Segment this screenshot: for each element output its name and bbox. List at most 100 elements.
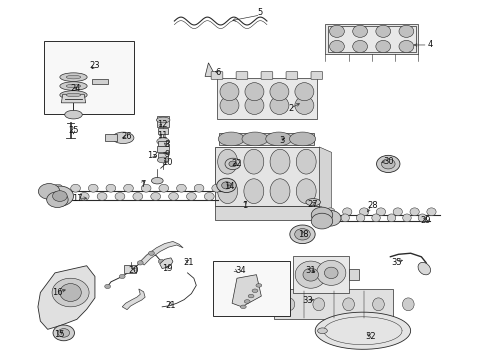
Polygon shape (160, 258, 173, 269)
Ellipse shape (295, 83, 314, 101)
Text: 7: 7 (140, 180, 146, 189)
Ellipse shape (187, 193, 196, 201)
Ellipse shape (387, 214, 396, 222)
Ellipse shape (65, 111, 82, 119)
FancyBboxPatch shape (286, 72, 298, 80)
Ellipse shape (97, 193, 107, 201)
Ellipse shape (252, 289, 258, 293)
Ellipse shape (343, 298, 354, 311)
Text: 33: 33 (302, 296, 313, 305)
Ellipse shape (218, 149, 238, 174)
Ellipse shape (330, 40, 344, 53)
Ellipse shape (290, 225, 315, 244)
Ellipse shape (88, 184, 98, 192)
Ellipse shape (176, 184, 186, 192)
Ellipse shape (296, 149, 316, 174)
Ellipse shape (157, 138, 170, 145)
Text: 12: 12 (157, 120, 168, 129)
Ellipse shape (399, 40, 414, 53)
FancyBboxPatch shape (211, 72, 223, 80)
Ellipse shape (245, 300, 250, 303)
Ellipse shape (58, 329, 70, 337)
Ellipse shape (324, 267, 338, 279)
Ellipse shape (105, 284, 111, 289)
Ellipse shape (311, 213, 333, 229)
Ellipse shape (157, 157, 169, 163)
Ellipse shape (330, 25, 344, 37)
Text: 16: 16 (52, 288, 63, 297)
Ellipse shape (218, 179, 238, 203)
Ellipse shape (225, 158, 241, 170)
Text: 26: 26 (122, 132, 132, 141)
Text: 11: 11 (157, 131, 168, 140)
Ellipse shape (372, 214, 380, 222)
Ellipse shape (427, 208, 436, 216)
Ellipse shape (393, 208, 402, 216)
Ellipse shape (79, 193, 89, 201)
Bar (105, 134, 117, 141)
Ellipse shape (248, 294, 254, 298)
Ellipse shape (204, 193, 214, 201)
Ellipse shape (53, 184, 63, 192)
Ellipse shape (353, 25, 368, 37)
Polygon shape (205, 63, 216, 76)
Text: 1: 1 (243, 201, 247, 210)
Ellipse shape (295, 96, 314, 114)
Bar (293, 256, 348, 293)
Bar (44, 41, 134, 114)
Ellipse shape (376, 156, 400, 172)
Polygon shape (122, 289, 145, 310)
Polygon shape (232, 275, 261, 307)
Text: 2: 2 (289, 104, 294, 113)
Ellipse shape (270, 96, 289, 114)
Ellipse shape (403, 214, 411, 222)
Text: 31: 31 (305, 266, 316, 275)
Text: 27: 27 (307, 200, 318, 209)
Ellipse shape (270, 149, 290, 174)
Text: 4: 4 (427, 40, 433, 49)
Ellipse shape (244, 149, 264, 174)
Polygon shape (140, 242, 183, 265)
Bar (157, 147, 169, 152)
Ellipse shape (270, 179, 290, 203)
Ellipse shape (313, 298, 324, 311)
Ellipse shape (60, 82, 87, 90)
Ellipse shape (148, 251, 154, 255)
Text: 18: 18 (298, 230, 309, 239)
Text: 25: 25 (68, 126, 79, 135)
Ellipse shape (137, 261, 143, 265)
Ellipse shape (360, 208, 368, 216)
Ellipse shape (119, 274, 125, 279)
Text: 24: 24 (70, 84, 81, 93)
Ellipse shape (399, 25, 414, 37)
Ellipse shape (66, 75, 81, 79)
Bar (220, 133, 315, 145)
Ellipse shape (220, 96, 239, 114)
Bar (328, 26, 416, 52)
Ellipse shape (151, 177, 163, 184)
Bar (158, 128, 168, 134)
Ellipse shape (295, 261, 326, 288)
Ellipse shape (66, 93, 81, 97)
Ellipse shape (283, 298, 295, 311)
Ellipse shape (418, 214, 427, 222)
Polygon shape (315, 312, 411, 349)
Ellipse shape (410, 208, 419, 216)
Text: 21: 21 (184, 258, 194, 267)
Bar (158, 141, 168, 146)
Ellipse shape (71, 184, 80, 192)
FancyBboxPatch shape (311, 72, 323, 80)
Text: 5: 5 (257, 8, 262, 17)
Ellipse shape (241, 305, 246, 309)
Ellipse shape (218, 132, 245, 146)
Ellipse shape (381, 159, 395, 169)
Ellipse shape (341, 214, 349, 222)
Ellipse shape (372, 298, 384, 311)
Ellipse shape (221, 182, 231, 189)
Bar (213, 261, 290, 316)
Ellipse shape (159, 184, 169, 192)
Ellipse shape (376, 25, 391, 37)
Text: 23: 23 (90, 61, 100, 70)
Polygon shape (61, 94, 86, 103)
Ellipse shape (319, 210, 341, 226)
